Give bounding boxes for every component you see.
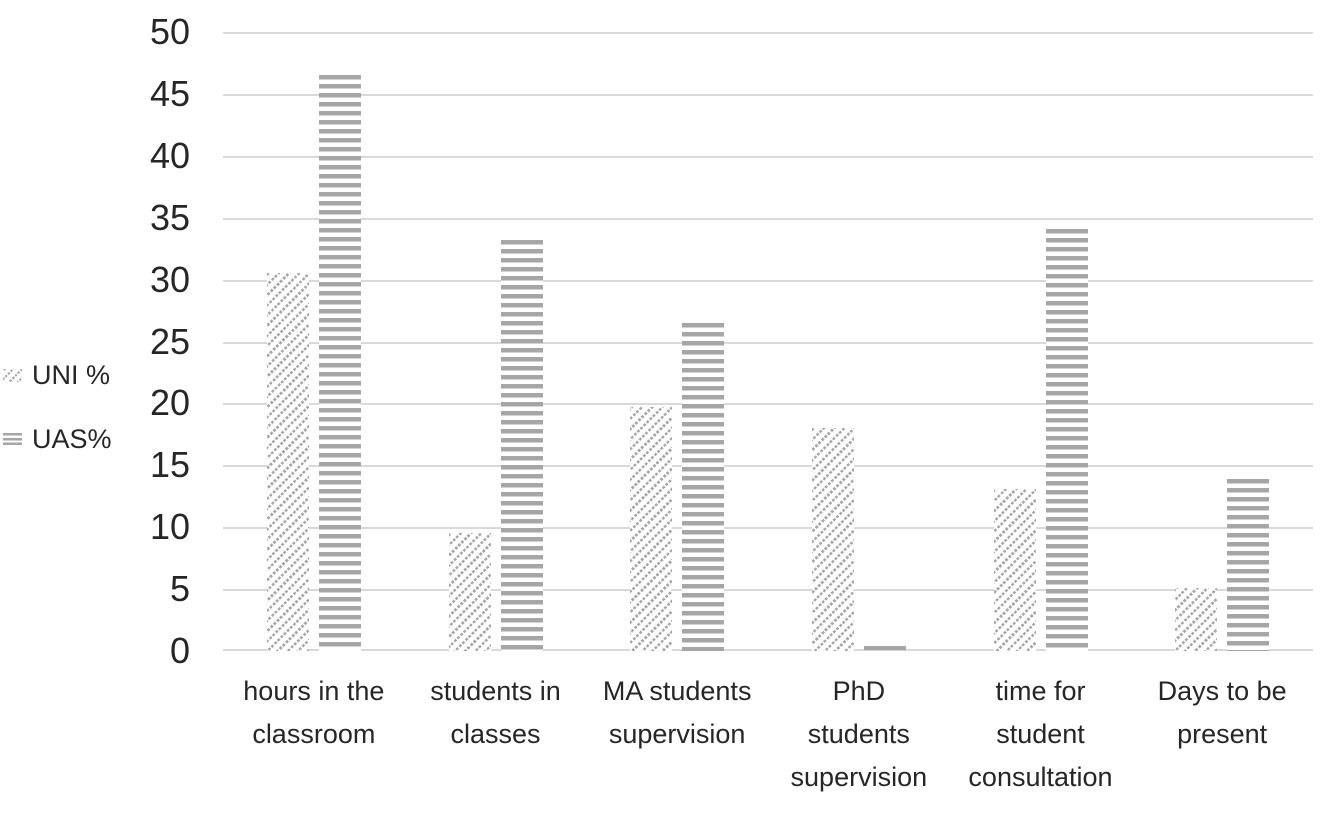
gridline-0 bbox=[223, 649, 1313, 651]
gridline-45 bbox=[223, 93, 1313, 96]
gridline-10 bbox=[223, 527, 1313, 530]
category-label-line: students bbox=[807, 719, 910, 749]
category-label-line: present bbox=[1177, 719, 1268, 749]
category-label-5: time for student consultation bbox=[950, 670, 1132, 799]
y-tick-label-0: 0 bbox=[169, 630, 190, 671]
category-label-3: MA students supervision bbox=[586, 670, 768, 756]
category-label-line: students in bbox=[430, 676, 561, 706]
gridline-15 bbox=[223, 465, 1313, 468]
category-label-4: PhD students supervision bbox=[768, 670, 950, 799]
category-label-line: classroom bbox=[252, 719, 376, 749]
gridline-40 bbox=[223, 155, 1313, 158]
y-tick-label-5: 5 bbox=[169, 568, 190, 610]
y-tick-label-25: 25 bbox=[149, 320, 190, 362]
gridline-25 bbox=[223, 341, 1313, 344]
category-label-line: supervision bbox=[790, 762, 928, 792]
uni-series-swatch-icon bbox=[3, 368, 22, 382]
bar-uni-1[interactable] bbox=[266, 273, 309, 651]
y-tick-label-40: 40 bbox=[149, 134, 190, 176]
bar-uas-6[interactable] bbox=[1227, 478, 1270, 651]
bar-uas-3[interactable] bbox=[682, 322, 725, 651]
bar-uas-4[interactable] bbox=[863, 646, 906, 651]
gridline-30 bbox=[223, 279, 1313, 282]
uas-series-swatch-icon bbox=[3, 432, 22, 446]
category-label-2: students in classes bbox=[405, 670, 587, 756]
y-tick-label-35: 35 bbox=[149, 196, 190, 238]
legend-label-uas: UAS% bbox=[32, 423, 112, 454]
gridline-20 bbox=[223, 403, 1313, 406]
y-tick-label-45: 45 bbox=[149, 72, 190, 114]
legend-item-uas[interactable]: UAS% bbox=[3, 424, 112, 454]
category-label-line: Days to be bbox=[1157, 676, 1287, 706]
category-label-line: consultation bbox=[968, 762, 1113, 792]
category-label-line: hours in the bbox=[243, 676, 385, 706]
category-label-6: Days to be present bbox=[1131, 670, 1313, 756]
bar-uni-4[interactable] bbox=[811, 428, 854, 651]
bar-uni-2[interactable] bbox=[448, 533, 491, 651]
y-tick-label-50: 50 bbox=[149, 11, 190, 52]
y-tick-label-30: 30 bbox=[149, 258, 190, 300]
category-label-line: PhD bbox=[832, 676, 886, 706]
gridline-35 bbox=[223, 217, 1313, 220]
category-label-line: classes bbox=[450, 719, 541, 749]
legend-label-uni: UNI % bbox=[32, 359, 111, 390]
plot-area bbox=[223, 32, 1313, 651]
legend-item-uni[interactable]: UNI % bbox=[3, 360, 110, 390]
gridline-5 bbox=[223, 589, 1313, 592]
bar-uni-3[interactable] bbox=[630, 407, 673, 651]
bar-uas-5[interactable] bbox=[1045, 228, 1088, 651]
bar-uas-2[interactable] bbox=[500, 239, 543, 651]
category-label-line: student bbox=[996, 719, 1085, 749]
gridline-50 bbox=[223, 32, 1313, 34]
category-label-1: hours in the classroom bbox=[223, 670, 405, 756]
bar-uas-1[interactable] bbox=[318, 75, 361, 651]
category-label-line: supervision bbox=[608, 719, 746, 749]
bar-uni-6[interactable] bbox=[1175, 587, 1218, 651]
y-tick-label-20: 20 bbox=[149, 382, 190, 424]
y-tick-label-10: 10 bbox=[149, 506, 190, 548]
category-label-line: MA students bbox=[602, 676, 752, 706]
bar-uni-5[interactable] bbox=[993, 488, 1036, 651]
y-tick-label-15: 15 bbox=[149, 444, 190, 486]
category-label-line: time for bbox=[995, 676, 1086, 706]
